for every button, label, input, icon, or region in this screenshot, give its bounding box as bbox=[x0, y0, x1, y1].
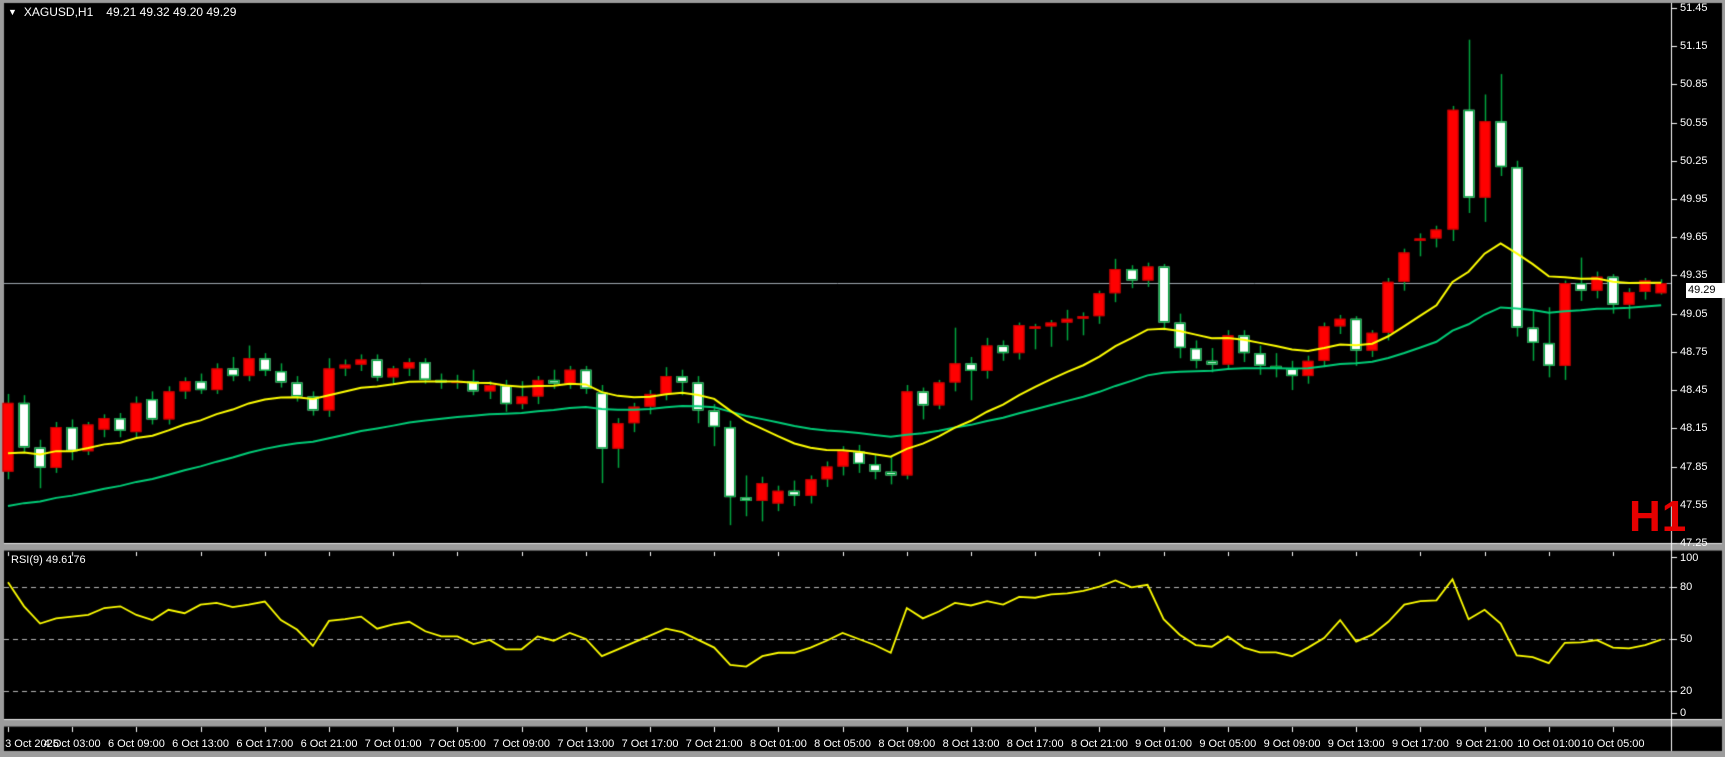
price-tick-label: 51.45 bbox=[1680, 1, 1708, 14]
time-tick-label: 9 Oct 01:00 bbox=[1135, 738, 1193, 750]
price-tick-label: 47.25 bbox=[1680, 537, 1708, 549]
time-tick-label: 3 Oct 2025 bbox=[5, 738, 59, 750]
price-tick-label: 47.85 bbox=[1680, 460, 1708, 473]
time-tick-label: 6 Oct 17:00 bbox=[236, 738, 294, 750]
symbol-timeframe-label: XAGUSD,H1 bbox=[23, 5, 94, 19]
time-tick-label: 7 Oct 17:00 bbox=[621, 738, 679, 750]
time-tick-label: 8 Oct 01:00 bbox=[749, 738, 807, 750]
time-tick-label: 7 Oct 05:00 bbox=[428, 738, 486, 750]
chart-title-bar: ▼ XAGUSD,H1 49.21 49.32 49.20 49.29 bbox=[8, 5, 236, 19]
time-tick-label: 9 Oct 05:00 bbox=[1199, 738, 1257, 750]
price-tick-label: 49.05 bbox=[1680, 307, 1708, 320]
time-tick-label: 7 Oct 13:00 bbox=[557, 738, 615, 750]
price-tick-label: 48.75 bbox=[1680, 345, 1708, 358]
time-tick-label: 10 Oct 05:00 bbox=[1581, 738, 1645, 750]
price-tick-label: 47.55 bbox=[1680, 498, 1708, 511]
time-tick-label: 8 Oct 05:00 bbox=[814, 738, 872, 750]
rsi-tick-label: 80 bbox=[1680, 581, 1693, 594]
time-tick-label: 7 Oct 01:00 bbox=[364, 738, 422, 750]
price-tick-label: 48.15 bbox=[1680, 422, 1708, 435]
ohlc-readout: 49.21 49.32 49.20 49.29 bbox=[106, 5, 237, 19]
time-tick-label: 6 Oct 09:00 bbox=[107, 738, 165, 750]
time-tick-label: 9 Oct 09:00 bbox=[1263, 738, 1321, 750]
rsi-indicator-label: RSI(9) 49.6176 bbox=[11, 554, 86, 566]
time-tick-label: 8 Oct 13:00 bbox=[942, 738, 1000, 750]
time-tick-label: 6 Oct 21:00 bbox=[300, 738, 358, 750]
price-tick-label: 49.65 bbox=[1680, 231, 1708, 244]
time-tick-label: 4 Oct 03:00 bbox=[43, 738, 101, 750]
symbol-dropdown-icon[interactable]: ▼ bbox=[8, 7, 17, 17]
time-tick-label: 8 Oct 09:00 bbox=[878, 738, 936, 750]
price-tick-label: 49.35 bbox=[1680, 269, 1708, 282]
rsi-tick-label: 50 bbox=[1680, 633, 1693, 645]
timeframe-badge: H1 bbox=[1629, 492, 1688, 541]
price-tick-label: 50.25 bbox=[1680, 154, 1708, 167]
time-tick-label: 7 Oct 21:00 bbox=[685, 738, 743, 750]
time-tick-label: 9 Oct 13:00 bbox=[1327, 738, 1385, 750]
time-tick-label: 8 Oct 21:00 bbox=[1070, 738, 1128, 750]
price-tick-label: 51.15 bbox=[1680, 40, 1708, 53]
time-tick-label: 6 Oct 13:00 bbox=[172, 738, 230, 750]
price-tick-label: 50.55 bbox=[1680, 116, 1708, 129]
time-tick-label: 10 Oct 01:00 bbox=[1517, 738, 1581, 750]
price-tick-label: 48.45 bbox=[1680, 384, 1708, 397]
time-tick-label: 8 Oct 17:00 bbox=[1006, 738, 1064, 750]
time-tick-label: 9 Oct 17:00 bbox=[1391, 738, 1449, 750]
time-tick-label: 9 Oct 21:00 bbox=[1456, 738, 1514, 750]
current-price-tag: 49.29 bbox=[1686, 283, 1725, 298]
rsi-tick-label: 0 bbox=[1680, 707, 1687, 719]
price-tick-label: 50.85 bbox=[1680, 78, 1708, 91]
rsi-tick-label: 100 bbox=[1680, 552, 1699, 564]
time-tick-label: 7 Oct 09:00 bbox=[493, 738, 551, 750]
price-tick-label: 49.95 bbox=[1680, 192, 1708, 205]
rsi-tick-label: 20 bbox=[1680, 684, 1693, 697]
